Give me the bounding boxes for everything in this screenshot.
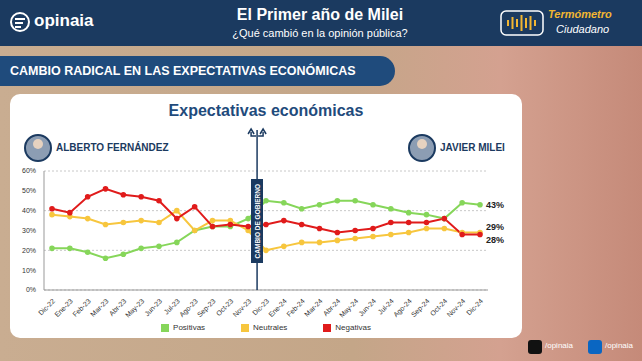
html-text:Positivas: Positivas (173, 323, 206, 332)
svg-text:Jul-23: Jul-23 (162, 297, 182, 316)
svg-text:Dic-22: Dic-22 (37, 297, 57, 317)
svg-text:May-23: May-23 (124, 297, 146, 319)
svg-text:20%: 20% (22, 247, 36, 254)
svg-text:May-24: May-24 (338, 297, 360, 319)
svg-text:0%: 0% (26, 286, 36, 293)
html-text:Negativas: Negativas (335, 323, 371, 332)
svg-text:Abr-23: Abr-23 (107, 297, 128, 318)
svg-text:Oct-24: Oct-24 (428, 297, 449, 318)
svg-text:Mar-24: Mar-24 (303, 297, 324, 318)
svg-text:Mar-23: Mar-23 (89, 297, 110, 318)
svg-text:28%: 28% (486, 235, 504, 245)
svg-text:30%: 30% (22, 227, 36, 234)
svg-text:Jun-24: Jun-24 (357, 297, 377, 317)
svg-text:Ago-24: Ago-24 (392, 297, 414, 319)
html-text:ALBERTO FERNÁNDEZ: ALBERTO FERNÁNDEZ (56, 142, 169, 153)
html-text:opinaia: opinaia (34, 11, 94, 30)
html-text:CAMBIO RADICAL EN LAS EXPECTAT: CAMBIO RADICAL EN LAS EXPECTATIVAS ECONÓ… (10, 64, 356, 78)
svg-text:Ago-23: Ago-23 (178, 297, 200, 319)
svg-text:Ene-24: Ene-24 (267, 297, 288, 318)
svg-text:Sep-23: Sep-23 (196, 297, 218, 319)
svg-text:Jul-24: Jul-24 (376, 297, 396, 316)
svg-text:Feb-23: Feb-23 (71, 297, 92, 318)
svg-text:Nov-24: Nov-24 (445, 297, 466, 318)
svg-text:Dic-23: Dic-23 (251, 297, 271, 317)
html-text:El Primer año de Milei: El Primer año de Milei (236, 6, 404, 23)
html-text:Ciudadano: Ciudadano (556, 23, 610, 35)
svg-text:Ene-23: Ene-23 (53, 297, 74, 318)
svg-text:Abr-24: Abr-24 (321, 297, 342, 318)
svg-text:Sep-24: Sep-24 (410, 297, 432, 319)
svg-text:Dic-24: Dic-24 (465, 297, 484, 316)
html-text:/opinaia: /opinaia (605, 341, 633, 350)
svg-text:10%: 10% (22, 267, 36, 274)
html-text:/opinaia: /opinaia (545, 341, 573, 350)
html-text:CAMBIO DE GOBIERNO: CAMBIO DE GOBIERNO (253, 183, 261, 259)
html-text:Expectativas económicas: Expectativas económicas (168, 102, 364, 119)
html-text:Neutrales: Neutrales (253, 323, 288, 332)
svg-text:Nov-23: Nov-23 (231, 297, 252, 318)
svg-text:60%: 60% (22, 167, 36, 174)
svg-text:Feb-24: Feb-24 (285, 297, 306, 318)
html-text:¿Qué cambió en la opinión públ: ¿Qué cambió en la opinión pública? (232, 27, 408, 39)
html-text:Termómetro: Termómetro (548, 8, 612, 20)
svg-text:50%: 50% (22, 187, 36, 194)
svg-text:43%: 43% (486, 200, 504, 210)
svg-text:Jun-23: Jun-23 (143, 297, 163, 317)
svg-text:29%: 29% (486, 222, 504, 232)
svg-text:Oct-23: Oct-23 (214, 297, 235, 318)
html-text:JAVIER MILEI: JAVIER MILEI (440, 142, 505, 153)
svg-text:40%: 40% (22, 207, 36, 214)
